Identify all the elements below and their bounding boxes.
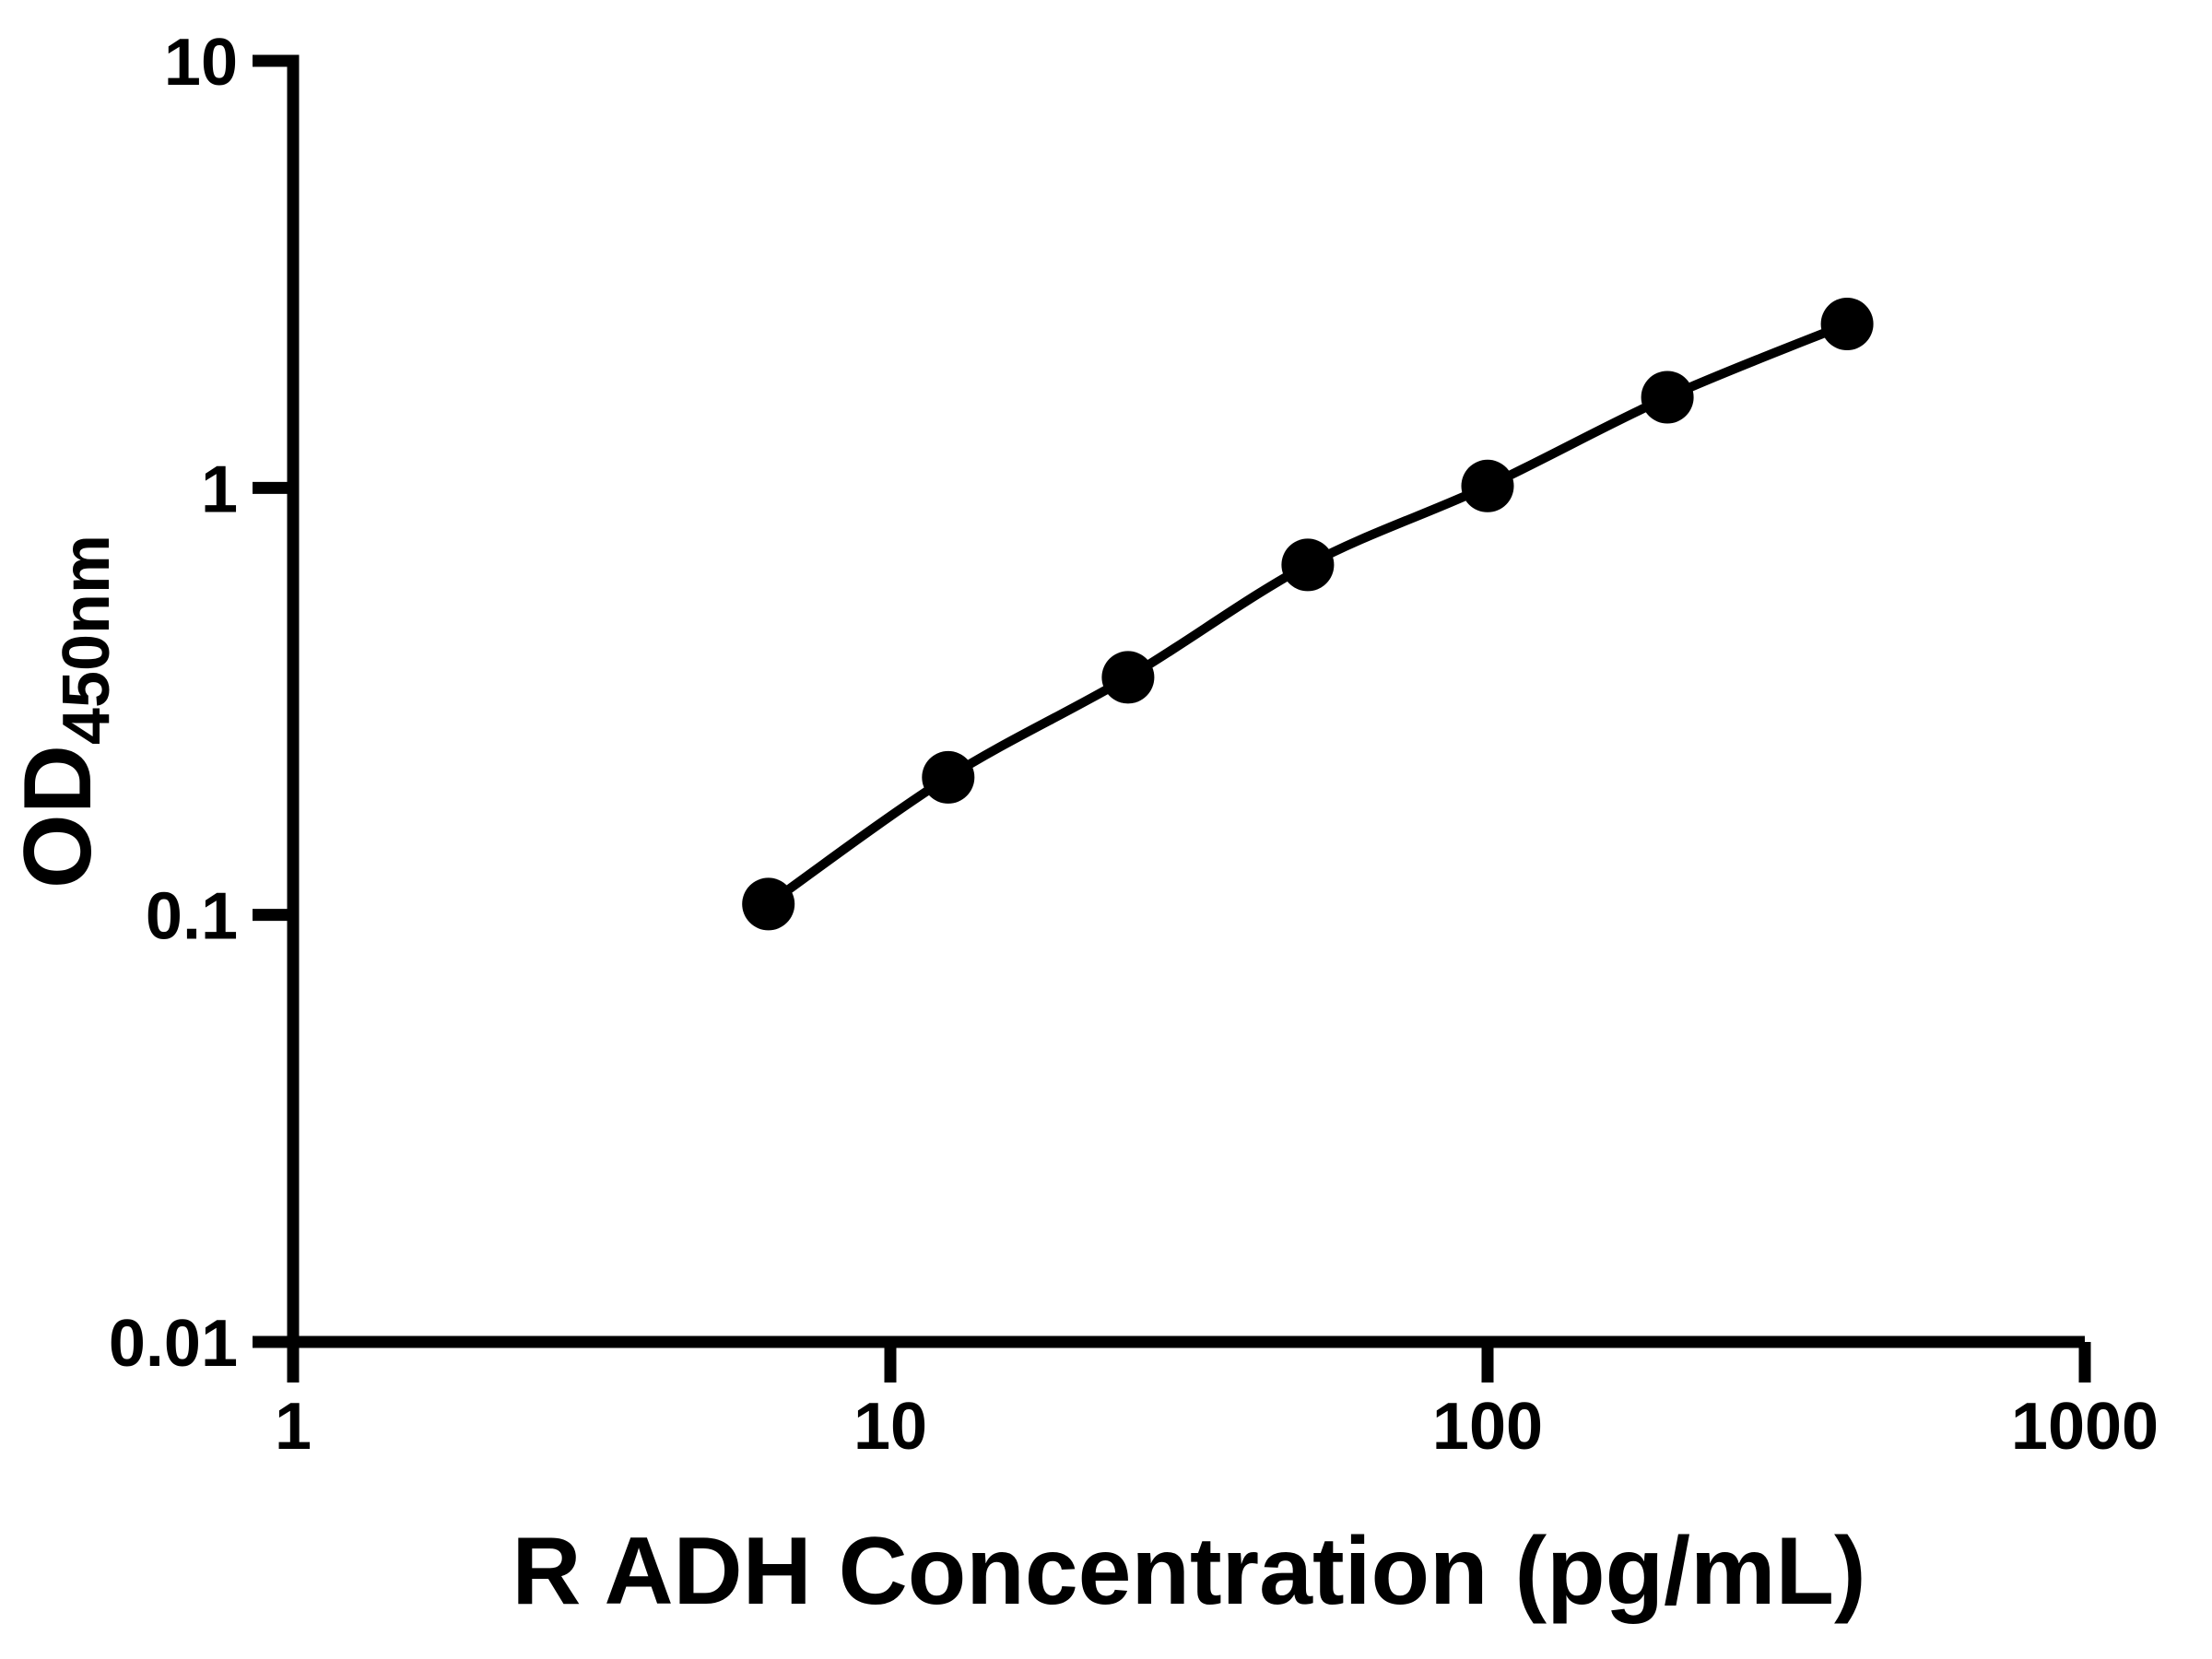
data-point	[1281, 538, 1335, 592]
x-tick-label: 100	[1432, 1390, 1543, 1464]
data-point	[1820, 298, 1874, 350]
data-point	[1101, 651, 1155, 704]
axes-layer	[253, 54, 2091, 1382]
x-tick-label: 1000	[2011, 1390, 2159, 1464]
y-axis-title: OD450nm	[5, 535, 124, 888]
data-point	[922, 750, 975, 804]
data-point	[742, 877, 795, 931]
x-axis-title: R ADH Concentration (pg/mL)	[512, 1518, 1865, 1625]
y-tick-label: 0.1	[146, 880, 238, 954]
data-point	[1641, 371, 1694, 424]
y-tick-label: 0.01	[109, 1307, 238, 1381]
x-tick-label: 1	[275, 1390, 312, 1464]
y-tick-label: 1	[201, 453, 238, 526]
data-point	[1461, 459, 1514, 512]
x-tick-label: 10	[853, 1390, 927, 1464]
y-tick-label: 10	[164, 26, 238, 100]
series-layer	[742, 298, 1874, 931]
labels-layer: 0.01 0.1 1 10 1 10 100 1000 R ADH Concentration …	[5, 26, 2159, 1625]
